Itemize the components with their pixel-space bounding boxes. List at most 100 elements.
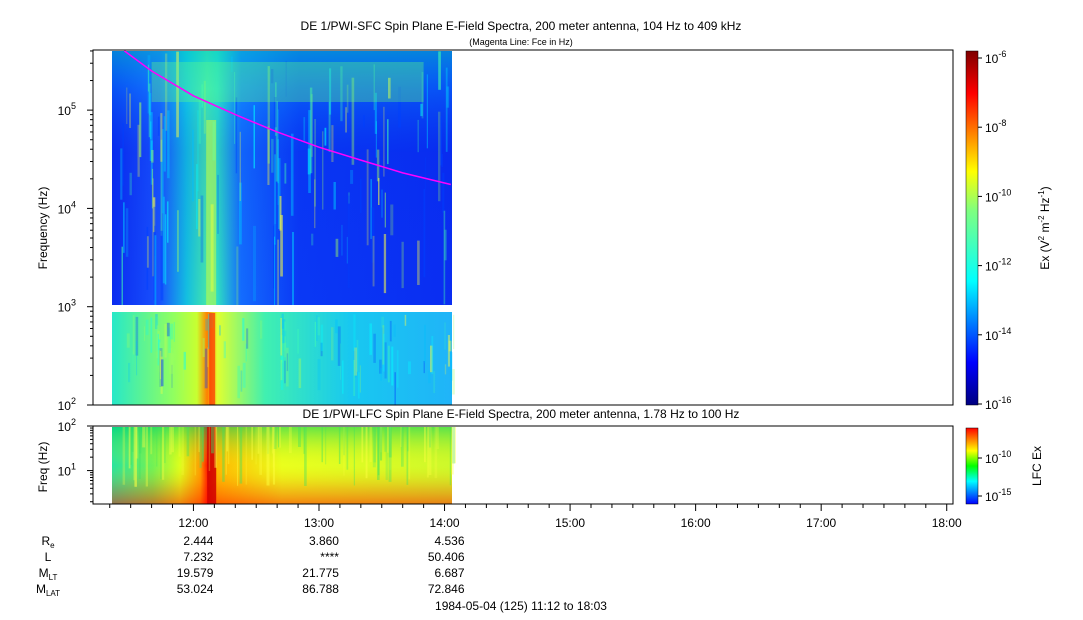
sfc-streak — [159, 348, 163, 387]
sfc-streak — [286, 347, 289, 387]
lfc-streak — [406, 427, 409, 485]
ephemeris-value: 21.775 — [302, 566, 339, 580]
sfc-colorbar — [965, 50, 979, 406]
sfc-streak — [423, 189, 426, 278]
sfc-streak — [381, 189, 383, 218]
lfc-streak — [198, 427, 200, 453]
lfc-streak — [211, 427, 214, 454]
sfc-streak — [150, 317, 153, 353]
sfc-streak — [383, 106, 385, 177]
lfc-streak — [365, 427, 368, 479]
sfc-streak — [404, 314, 407, 326]
sfc-streak — [424, 324, 426, 363]
lfc-y-tick-label: 102 — [58, 417, 76, 434]
lfc-streak — [259, 427, 262, 475]
lfc-streak — [361, 427, 364, 463]
sfc-streak — [167, 201, 169, 243]
lfc-streak — [133, 427, 135, 481]
sfc-streak — [162, 196, 165, 284]
sfc-streak — [198, 199, 201, 237]
sfc-streak — [164, 214, 167, 285]
lfc-streak — [251, 427, 253, 460]
lfc-streak — [178, 427, 181, 457]
sfc-streak — [275, 101, 278, 182]
lfc-streak — [372, 427, 376, 468]
sfc-streak — [420, 103, 423, 117]
sfc-streak — [176, 51, 179, 138]
lfc-streak — [288, 427, 292, 454]
sfc-streak — [380, 368, 382, 381]
sfc-streak — [159, 350, 162, 380]
sfc-streak — [166, 322, 170, 337]
sfc-streak — [157, 331, 161, 343]
sfc-streak — [200, 195, 204, 263]
sfc-y-axis: 102 103 104 105 — [58, 50, 93, 413]
sfc-streak — [277, 239, 279, 305]
lfc-streak — [338, 427, 341, 464]
sfc-y-tick-label: 103 — [58, 298, 76, 315]
sfc-streak — [329, 68, 332, 115]
sfc-streak — [192, 129, 194, 202]
sfc-streak — [219, 325, 221, 336]
ephemeris-value: 19.579 — [177, 566, 214, 580]
sfc-streak — [375, 121, 377, 158]
sfc-streak — [390, 204, 394, 236]
lfc-title: DE 1/PWI-LFC Spin Plane E-Field Spectra,… — [303, 407, 740, 421]
colorbar-tick-label: 10-10 — [985, 187, 1011, 204]
sfc-streak — [353, 314, 356, 351]
sfc-streak — [358, 372, 360, 399]
sfc-streak — [447, 335, 450, 367]
lfc-streak — [138, 427, 141, 479]
sfc-streak — [230, 56, 233, 72]
sfc-streak — [153, 197, 156, 233]
sfc-streak — [126, 333, 130, 348]
sfc-streak — [207, 347, 209, 368]
sfc-colorbar-label: Ex (V2 m-2 Hz-1) — [1037, 186, 1052, 269]
sfc-streak — [450, 357, 452, 396]
sfc-streak — [337, 326, 341, 366]
lfc-streak — [454, 427, 456, 464]
sfc-streak — [273, 97, 277, 128]
sfc-streak — [129, 93, 131, 128]
sfc-streak — [351, 77, 355, 165]
lfc-streak — [169, 427, 172, 455]
time-range-caption: 1984-05-04 (125) 11:12 to 18:03 — [435, 599, 607, 613]
sfc-streak — [317, 359, 321, 391]
sfc-streak — [445, 67, 448, 152]
ephemeris-table: Re 2.444 3.860 4.536 L 7.232 **** 50.406 MLT 19.5… — [36, 534, 465, 598]
sfc-streak — [396, 350, 399, 388]
sfc-streak — [204, 348, 208, 389]
sfc-streak — [149, 93, 152, 116]
lfc-streak — [134, 427, 137, 487]
sfc-streak — [320, 324, 324, 352]
sfc-streak — [346, 236, 348, 264]
sfc-streak — [308, 110, 311, 193]
sfc-streak — [279, 196, 282, 231]
sfc-streak — [202, 338, 205, 357]
lfc-streak — [434, 427, 438, 479]
sfc-y-tick-label: 104 — [58, 199, 76, 216]
sfc-streak — [384, 342, 387, 379]
lfc-streak — [239, 427, 243, 484]
ephemeris-value: 7.232 — [183, 550, 213, 564]
sfc-streak — [144, 326, 145, 341]
sfc-streak — [383, 333, 385, 372]
lfc-streak — [389, 427, 392, 470]
time-tick-label: 15:00 — [555, 516, 585, 530]
sfc-streak — [284, 336, 286, 358]
lfc-streak — [428, 427, 432, 475]
lfc-streak — [145, 427, 148, 487]
sfc-streak — [442, 172, 445, 213]
sfc-streak — [280, 359, 283, 381]
sfc-streak — [260, 320, 263, 339]
sfc-streak — [171, 353, 174, 374]
sfc-streak — [333, 182, 336, 210]
lfc-streak — [208, 427, 211, 471]
sfc-streak — [446, 86, 450, 108]
sfc-streak — [284, 321, 286, 351]
lfc-streak — [266, 427, 270, 486]
sfc-streak — [316, 315, 318, 341]
sfc-streak — [156, 322, 158, 337]
lfc-colorbar — [965, 427, 979, 505]
lfc-streak — [134, 427, 137, 487]
